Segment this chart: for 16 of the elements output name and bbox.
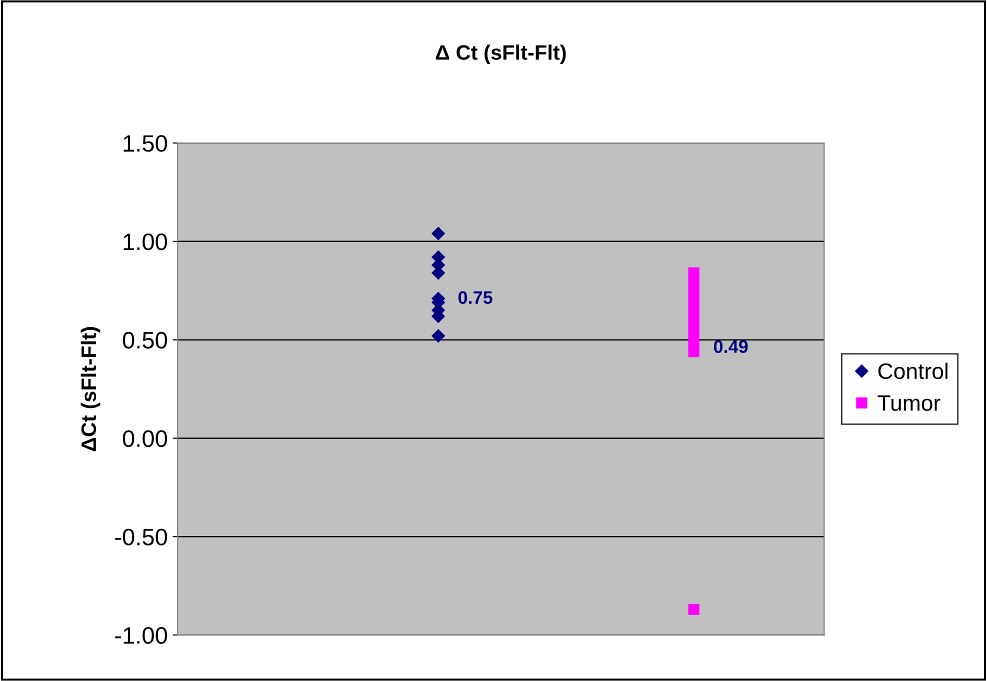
legend-label: Tumor xyxy=(878,395,940,411)
annotation: 0.75 xyxy=(458,291,492,304)
y-tick-label: 1.00 xyxy=(124,233,168,250)
annotation: 0.49 xyxy=(714,340,748,353)
point xyxy=(431,329,446,343)
chart-title: Δ Ct (sFlt-Flt) xyxy=(436,44,566,64)
y-axis-title: ΔCt (sFlt-Flt) xyxy=(80,327,100,452)
point xyxy=(688,604,700,616)
y-tick-label: 0.00 xyxy=(122,430,168,448)
point xyxy=(688,346,700,358)
y-tick-label: 1.50 xyxy=(124,135,168,152)
y-tick-label: 0.50 xyxy=(122,332,168,349)
y-tick-label: -1.00 xyxy=(115,627,168,644)
legend-label: Control xyxy=(878,362,948,380)
point xyxy=(431,226,446,240)
y-tick-label: -0.50 xyxy=(115,528,168,546)
